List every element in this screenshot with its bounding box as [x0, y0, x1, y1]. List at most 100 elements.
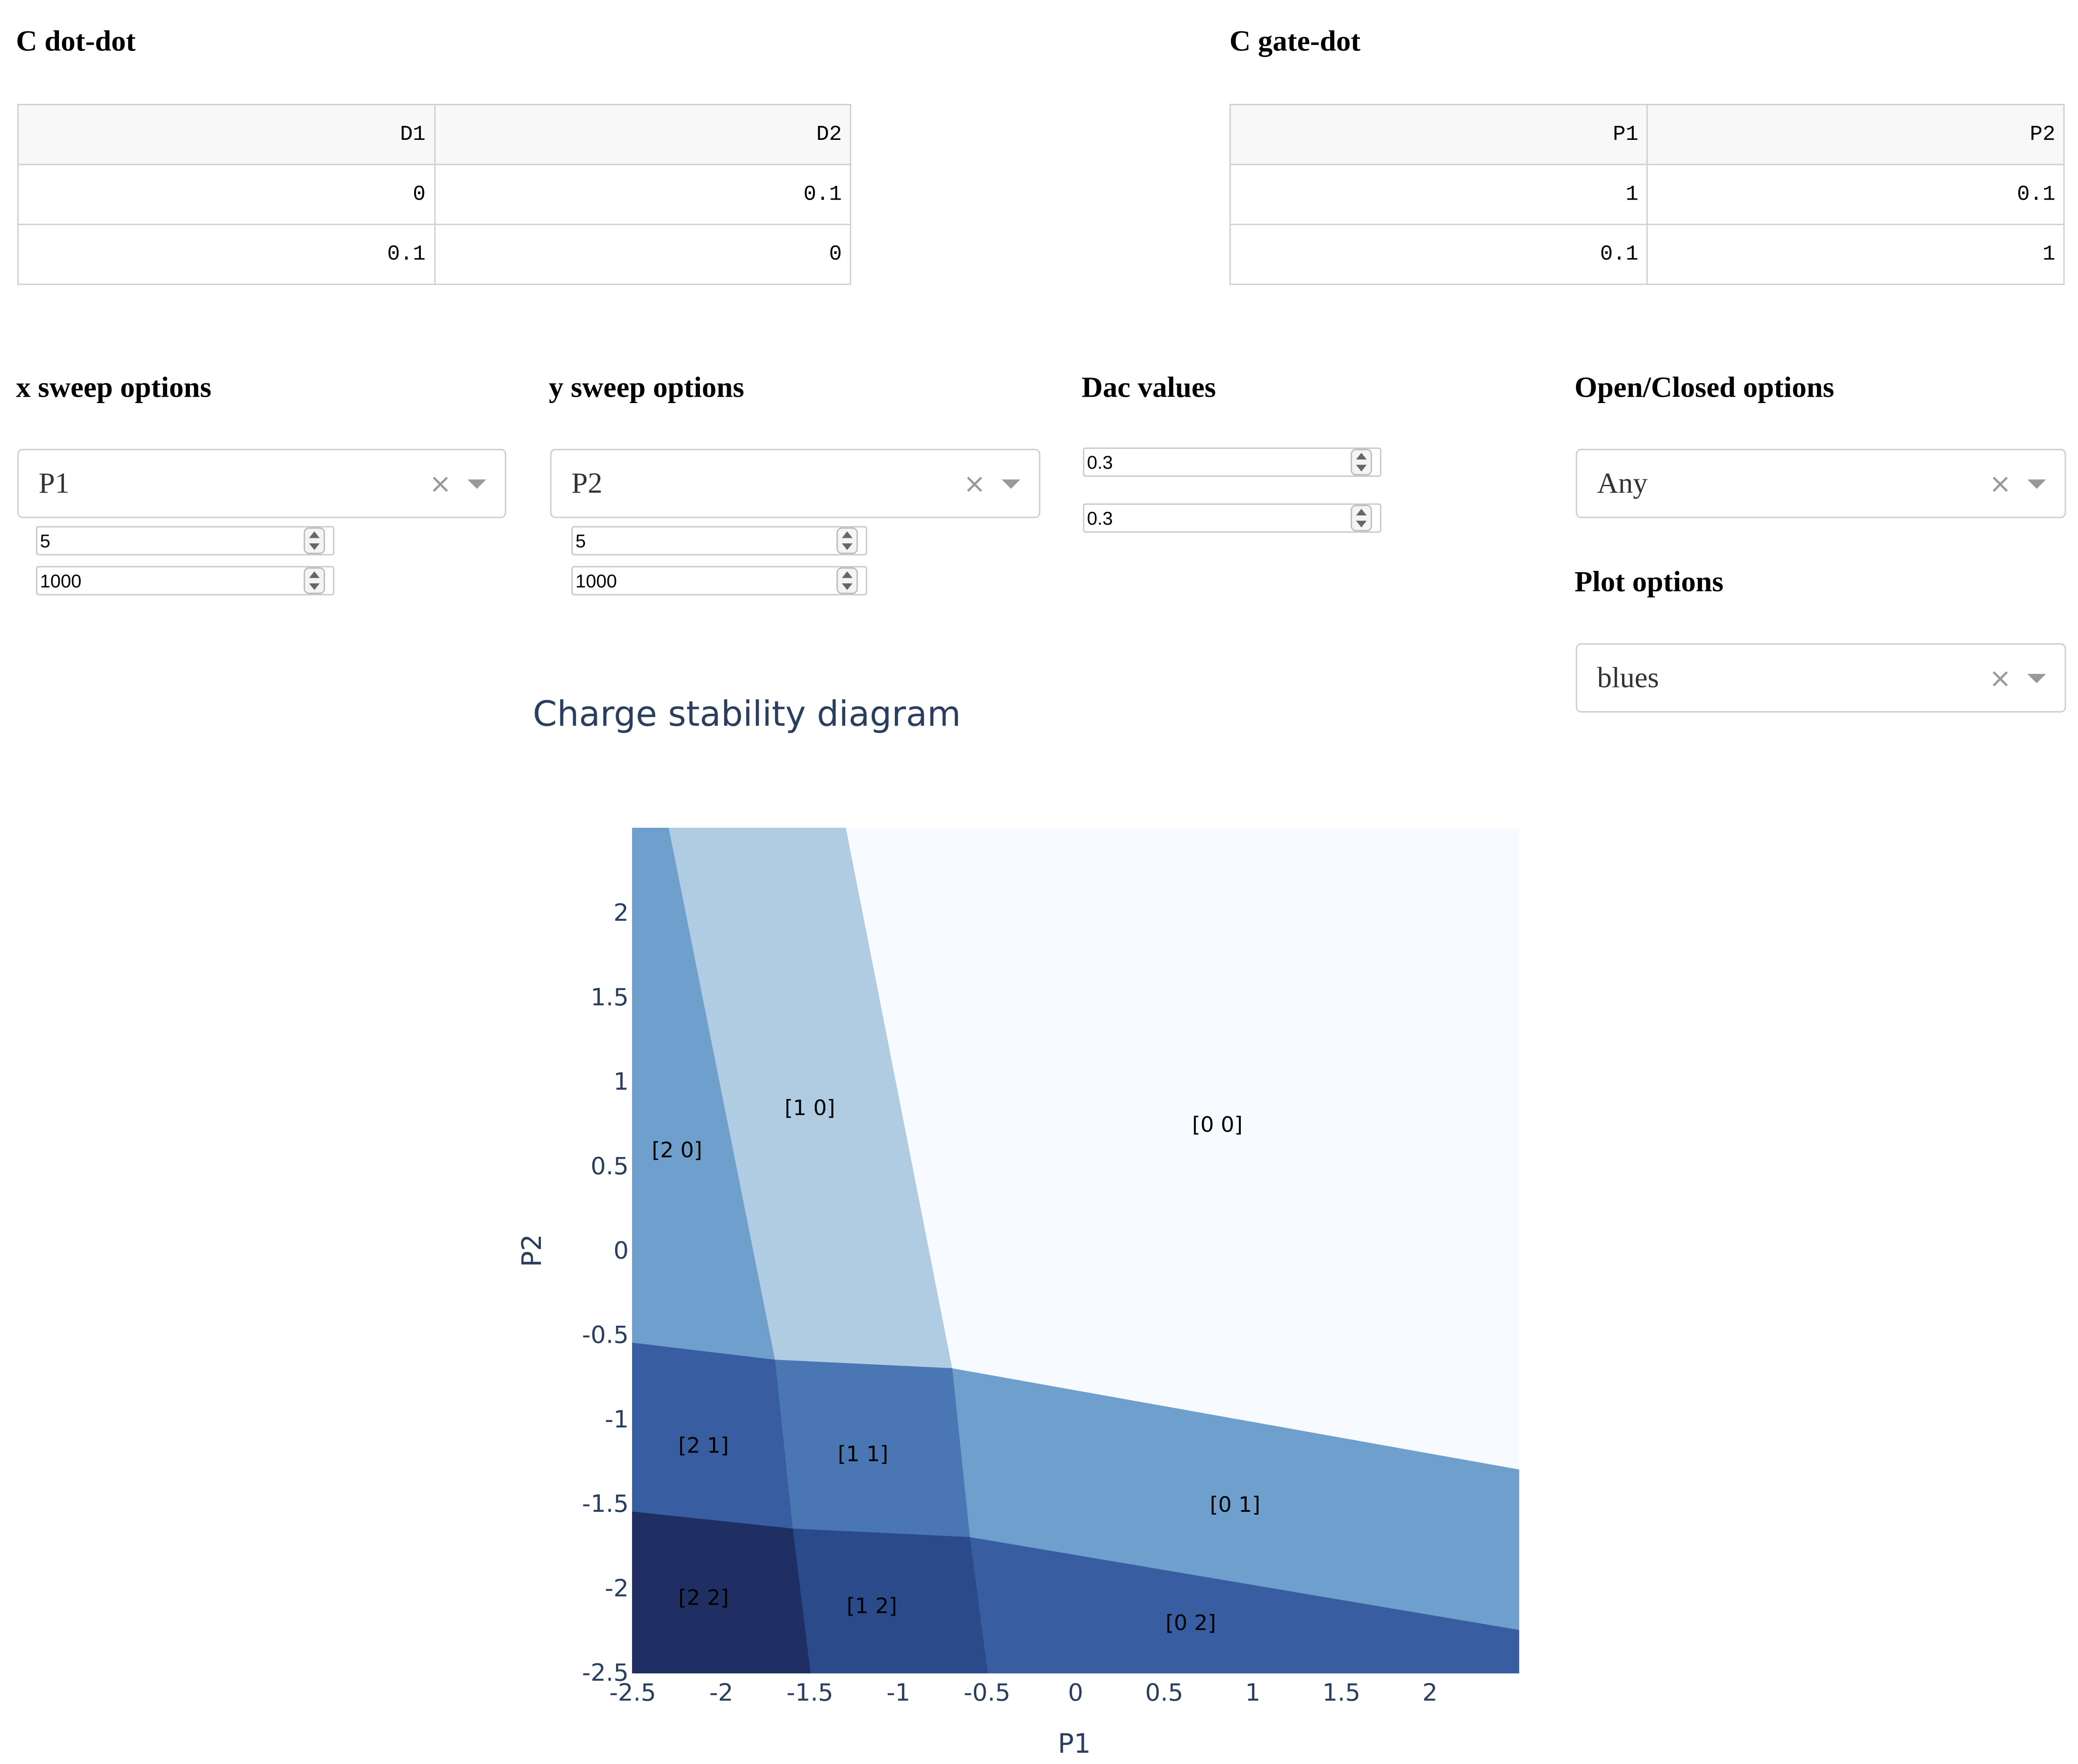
- table-cell[interactable]: 1: [1646, 223, 2065, 285]
- close-icon[interactable]: ×: [963, 467, 986, 500]
- dac-value-input-1[interactable]: [1083, 447, 1382, 477]
- column-header: P2: [1646, 104, 2065, 165]
- chart-title: Charge stability diagram: [532, 695, 961, 735]
- x-sweep-range-field[interactable]: [40, 529, 277, 553]
- region-label: [2 1]: [678, 1433, 729, 1458]
- region-label: [0 0]: [1192, 1112, 1242, 1137]
- plot-area: [632, 827, 1519, 1674]
- y-axis: -2.5 -2 -1.5 -1 -0.5 0 0.5 1 1.5 2: [582, 899, 629, 1687]
- table-cell[interactable]: 0.1: [17, 223, 435, 285]
- region-label: [1 2]: [847, 1593, 897, 1618]
- dac-value-field[interactable]: [1087, 506, 1324, 530]
- charge-region: [667, 827, 953, 1370]
- x-tick-label: 0: [1068, 1679, 1083, 1707]
- charge-region: [791, 1528, 988, 1674]
- y-tick-label: -1.5: [582, 1490, 629, 1518]
- y-tick-label: -2.5: [582, 1659, 629, 1687]
- y-sweep-range-input[interactable]: [571, 526, 867, 556]
- y-tick-label: 1.5: [591, 983, 629, 1011]
- x-sweep-dropdown[interactable]: P1 ×: [17, 448, 507, 518]
- stepper-icon[interactable]: [304, 567, 325, 594]
- x-sweep-selected: P1: [39, 466, 70, 500]
- close-icon[interactable]: ×: [1989, 467, 2011, 500]
- table-row: 1 0.1: [1229, 164, 2065, 225]
- y-sweep-range-field[interactable]: [575, 529, 810, 553]
- stepper-icon[interactable]: [836, 567, 858, 594]
- open-closed-title: Open/Closed options: [1574, 370, 1834, 404]
- x-sweep-title: x sweep options: [16, 370, 212, 404]
- stepper-icon[interactable]: [836, 527, 858, 554]
- region-label: [2 2]: [678, 1585, 729, 1610]
- table-cell[interactable]: 0.1: [433, 164, 851, 225]
- dac-values-title: Dac values: [1081, 370, 1216, 404]
- x-tick-label: -2: [709, 1679, 733, 1707]
- x-tick-label: 0.5: [1145, 1679, 1183, 1707]
- chevron-down-icon[interactable]: [2027, 479, 2046, 489]
- table-cell[interactable]: 0: [433, 223, 851, 285]
- x-sweep-points-input[interactable]: [36, 566, 334, 595]
- close-icon[interactable]: ×: [429, 467, 452, 500]
- stepper-icon[interactable]: [1351, 448, 1372, 476]
- c-dot-dot-table: D1 D2 0 0.1 0.1 0: [17, 104, 851, 285]
- region-label: [0 2]: [1165, 1610, 1216, 1635]
- y-sweep-points-field[interactable]: [575, 568, 810, 593]
- x-tick-label: -2.5: [609, 1679, 656, 1707]
- x-tick-label: -0.5: [964, 1679, 1010, 1707]
- y-tick-label: -0.5: [582, 1321, 629, 1349]
- table-header-row: D1 D2: [17, 104, 851, 165]
- table-cell[interactable]: 0.1: [1229, 223, 1648, 285]
- region-label: [2 0]: [652, 1137, 702, 1162]
- charge-region: [632, 827, 775, 1361]
- y-tick-label: 0.5: [591, 1152, 629, 1180]
- close-icon[interactable]: ×: [1989, 662, 2011, 694]
- y-sweep-selected: P2: [571, 466, 603, 500]
- c-gate-dot-title: C gate-dot: [1229, 24, 1361, 58]
- chevron-down-icon[interactable]: [2027, 674, 2046, 683]
- dac-value-input-2[interactable]: [1083, 503, 1382, 533]
- charge-region: [632, 1511, 811, 1674]
- x-tick-label: 1: [1245, 1679, 1260, 1707]
- y-sweep-points-input[interactable]: [571, 566, 867, 595]
- chevron-down-icon[interactable]: [1002, 479, 1021, 489]
- dac-value-field[interactable]: [1087, 450, 1324, 474]
- table-row: 0.1 0: [17, 223, 851, 285]
- charge-region: [774, 1359, 970, 1539]
- table-cell[interactable]: 0.1: [1646, 164, 2065, 225]
- x-sweep-range-input[interactable]: [36, 526, 334, 556]
- table-row: 0 0.1: [17, 164, 851, 225]
- charge-region: [951, 1368, 1519, 1631]
- open-closed-dropdown[interactable]: Any ×: [1576, 448, 2066, 518]
- y-tick-label: 0: [613, 1236, 629, 1264]
- stepper-icon[interactable]: [1351, 504, 1372, 531]
- y-tick-label: -1: [605, 1405, 629, 1433]
- region-label: [0 1]: [1210, 1492, 1260, 1517]
- x-tick-label: -1: [886, 1679, 910, 1707]
- column-header: D2: [433, 104, 851, 165]
- plot-background: [632, 828, 1519, 1673]
- x-sweep-points-field[interactable]: [40, 568, 277, 593]
- table-cell[interactable]: 1: [1229, 164, 1648, 225]
- x-axis-title: P1: [1058, 1728, 1091, 1759]
- y-tick-label: 2: [613, 899, 629, 927]
- chevron-down-icon[interactable]: [467, 479, 486, 489]
- y-tick-label: 1: [613, 1068, 629, 1096]
- charge-region: [968, 1537, 1519, 1674]
- stepper-icon[interactable]: [304, 527, 325, 554]
- c-dot-dot-title: C dot-dot: [16, 24, 136, 58]
- y-tick-label: -2: [605, 1574, 629, 1602]
- x-tick-label: 1.5: [1322, 1679, 1360, 1707]
- column-header: P1: [1229, 104, 1648, 165]
- table-header-row: P1 P2: [1229, 104, 2065, 165]
- column-header: D1: [17, 104, 435, 165]
- region-label: [1 1]: [838, 1441, 888, 1466]
- y-sweep-dropdown[interactable]: P2 ×: [550, 448, 1041, 518]
- open-closed-selected: Any: [1597, 466, 1648, 500]
- plot-options-title: Plot options: [1574, 565, 1724, 598]
- c-gate-dot-table: P1 P2 1 0.1 0.1 1: [1229, 104, 2065, 285]
- table-cell[interactable]: 0: [17, 164, 435, 225]
- x-tick-label: 2: [1422, 1679, 1437, 1707]
- charge-region: [844, 827, 1519, 1471]
- plot-options-dropdown[interactable]: blues ×: [1576, 643, 2066, 713]
